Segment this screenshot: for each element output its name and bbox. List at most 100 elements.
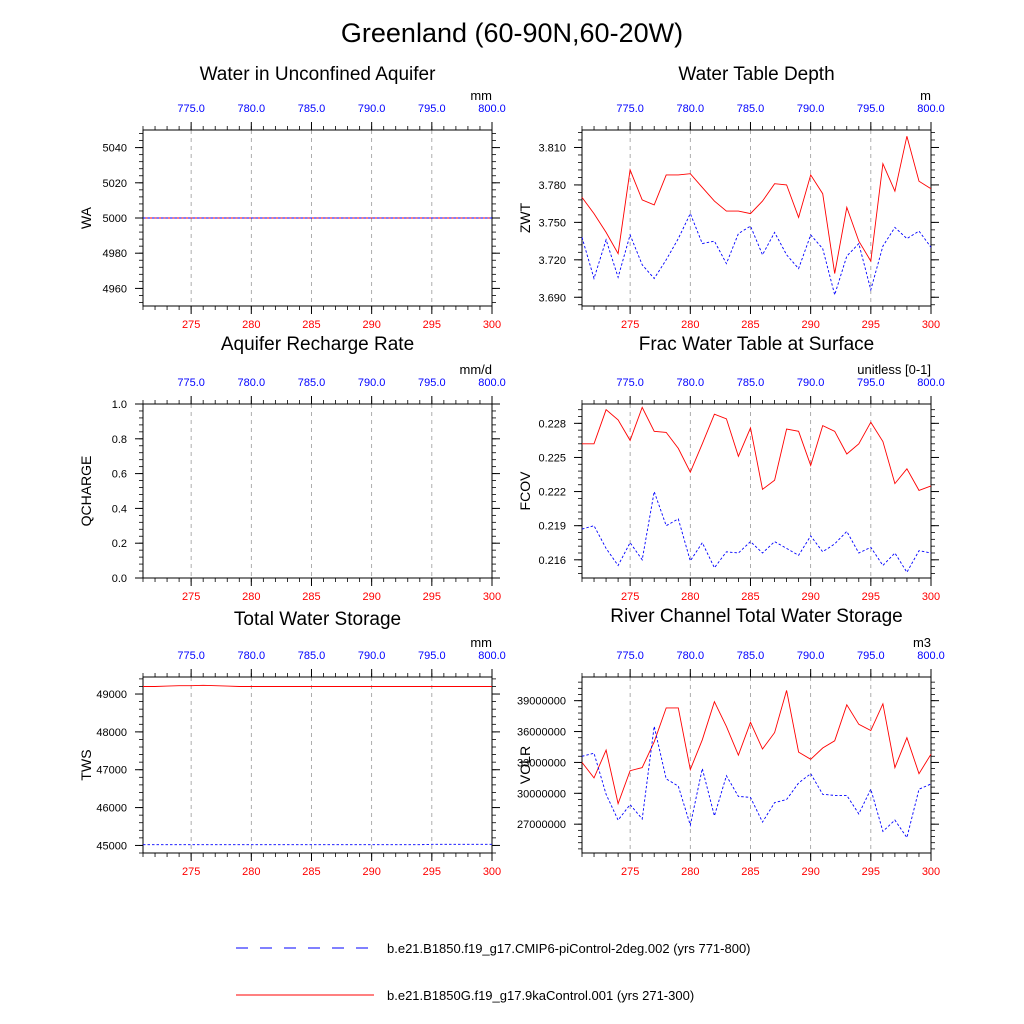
y-tick-label: 45000 [96, 840, 127, 852]
units-label: unitless [0-1] [857, 362, 931, 377]
y-axis-label: VOLR [517, 746, 533, 784]
x-tick-label: 280 [681, 866, 699, 878]
x-tick-label: 295 [423, 866, 441, 878]
series-line-blue [581, 212, 932, 297]
x-top-tick-label: 775.0 [177, 103, 205, 115]
y-tick-label: 3.780 [538, 180, 566, 192]
x-tick-label: 295 [862, 591, 880, 603]
x-tick-label: 300 [922, 591, 940, 603]
x-tick-label: 295 [423, 319, 441, 331]
x-top-tick-label: 785.0 [298, 103, 326, 115]
x-top-tick-label: 785.0 [298, 377, 326, 389]
y-tick-label: 0.216 [538, 555, 566, 567]
panel-wa: 275 280 285 290 295 300 775.0 780.0 785.0 790.0 79… [78, 64, 506, 331]
x-top-tick-label: 775.0 [177, 377, 205, 389]
y-tick-label: 0.0 [112, 573, 127, 585]
panel-title: Water Table Depth [678, 64, 834, 85]
x-tick-label: 285 [741, 866, 759, 878]
legend: b.e21.B1850.f19_g17.CMIP6-piControl-2deg… [236, 941, 751, 1003]
x-tick-label: 275 [621, 591, 639, 603]
x-top-tick-label: 790.0 [797, 650, 825, 662]
x-top-tick-label: 800.0 [917, 377, 945, 389]
y-tick-label: 3.720 [538, 255, 566, 267]
plot-frame [581, 676, 932, 854]
x-tick-label: 290 [362, 866, 380, 878]
x-tick-label: 300 [922, 866, 940, 878]
panel-title: Aquifer Recharge Rate [221, 334, 414, 355]
panel-zwt: 275 280 285 290 295 300 775.0 780.0 785.0 790.0 79… [517, 64, 945, 331]
panel-title: Water in Unconfined Aquifer [200, 64, 437, 85]
plot-frame [581, 403, 932, 579]
y-tick-label: 4960 [103, 283, 127, 295]
units-label: m3 [913, 635, 931, 650]
y-tick-label: 48000 [96, 727, 127, 739]
y-tick-label: 3.690 [538, 292, 566, 304]
x-top-tick-label: 790.0 [797, 103, 825, 115]
series-line-red [581, 690, 932, 806]
x-top-tick-label: 790.0 [358, 650, 386, 662]
y-tick-label: 0.219 [538, 521, 566, 533]
x-tick-label: 275 [621, 866, 639, 878]
legend-label-blue: b.e21.B1850.f19_g17.CMIP6-piControl-2deg… [387, 941, 751, 956]
x-top-tick-label: 780.0 [238, 377, 266, 389]
x-top-tick-label: 795.0 [857, 650, 885, 662]
x-top-tick-label: 800.0 [478, 650, 506, 662]
panel-volr: 275 280 285 290 295 300 775.0 780.0 785.0 790.0 79… [517, 606, 945, 878]
panel-title: River Channel Total Water Storage [610, 606, 903, 627]
x-top-tick-label: 790.0 [358, 103, 386, 115]
x-tick-label: 280 [242, 319, 260, 331]
x-tick-label: 290 [801, 591, 819, 603]
x-tick-label: 285 [302, 591, 320, 603]
series-line-blue [581, 726, 932, 839]
y-tick-label: 47000 [96, 765, 127, 777]
x-top-tick-label: 785.0 [737, 377, 765, 389]
y-tick-label: 5040 [103, 143, 127, 155]
plot-frame [142, 676, 493, 854]
x-tick-label: 295 [862, 319, 880, 331]
units-label: mm/d [460, 362, 493, 377]
y-tick-label: 3.750 [538, 217, 566, 229]
x-tick-label: 280 [242, 866, 260, 878]
x-tick-label: 285 [741, 591, 759, 603]
x-tick-label: 275 [182, 319, 200, 331]
x-tick-label: 275 [182, 591, 200, 603]
x-top-tick-label: 795.0 [418, 103, 446, 115]
x-tick-label: 300 [483, 319, 501, 331]
series-line-blue [581, 489, 932, 574]
x-top-tick-label: 780.0 [677, 103, 705, 115]
y-axis-label: ZWT [517, 202, 533, 233]
x-tick-label: 295 [862, 866, 880, 878]
x-top-tick-label: 775.0 [616, 103, 644, 115]
y-tick-label: 0.225 [538, 452, 566, 464]
x-top-tick-label: 800.0 [917, 650, 945, 662]
x-top-tick-label: 795.0 [857, 377, 885, 389]
x-top-tick-label: 795.0 [418, 650, 446, 662]
panel-title: Frac Water Table at Surface [639, 334, 875, 355]
y-tick-label: 36000000 [517, 727, 566, 739]
y-axis-label: FCOV [517, 471, 533, 511]
y-tick-label: 27000000 [517, 819, 566, 831]
x-top-tick-label: 785.0 [298, 650, 326, 662]
x-top-tick-label: 780.0 [677, 377, 705, 389]
panel-tws: 275 280 285 290 295 300 775.0 780.0 785.0 790.0 79… [78, 609, 506, 878]
x-top-tick-label: 800.0 [478, 103, 506, 115]
x-top-tick-label: 795.0 [857, 103, 885, 115]
y-tick-label: 1.0 [112, 399, 127, 411]
plot-frame [581, 129, 932, 307]
y-tick-label: 0.4 [112, 503, 127, 515]
y-tick-label: 5020 [103, 178, 127, 190]
x-top-tick-label: 780.0 [677, 650, 705, 662]
y-tick-label: 0.8 [112, 434, 127, 446]
y-tick-label: 46000 [96, 803, 127, 815]
x-tick-label: 285 [741, 319, 759, 331]
x-top-tick-label: 790.0 [797, 377, 825, 389]
x-tick-label: 285 [302, 866, 320, 878]
x-top-tick-label: 785.0 [737, 650, 765, 662]
x-top-tick-label: 775.0 [616, 650, 644, 662]
y-tick-label: 33000000 [517, 757, 566, 769]
panel-fcov: 275 280 285 290 295 300 775.0 780.0 785.0 790.0 79… [517, 334, 945, 603]
x-top-tick-label: 780.0 [238, 103, 266, 115]
x-tick-label: 290 [362, 591, 380, 603]
x-tick-label: 280 [242, 591, 260, 603]
